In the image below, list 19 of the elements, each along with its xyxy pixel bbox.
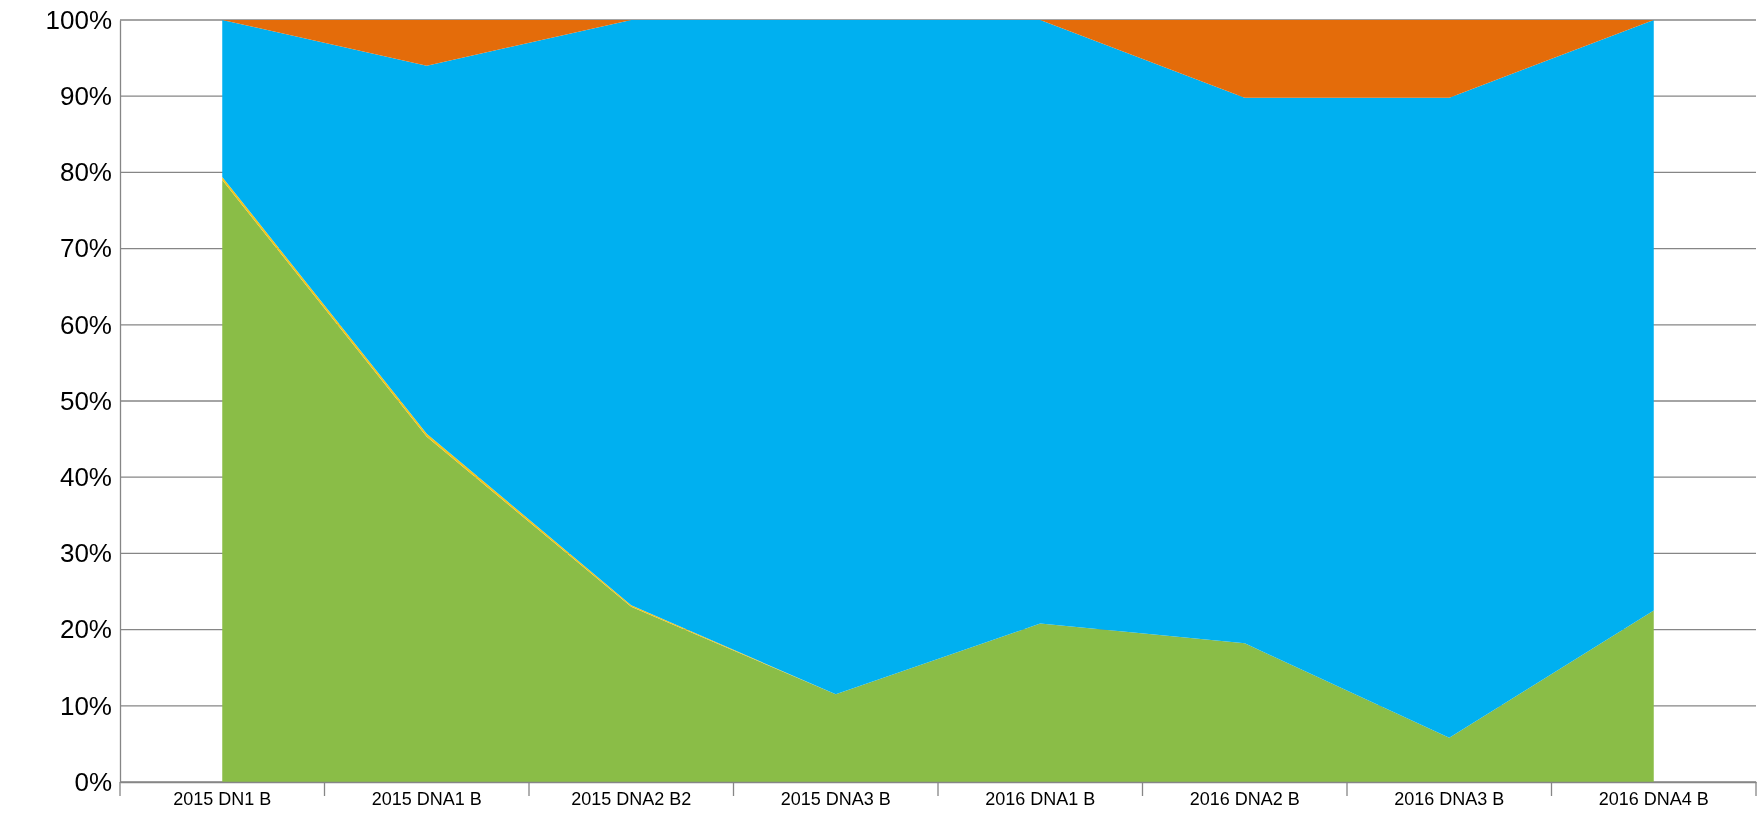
y-tick-label: 40% <box>59 462 112 493</box>
x-tick-label: 2015 DNA3 B <box>780 788 891 809</box>
y-tick-label: 30% <box>59 538 112 569</box>
y-tick-label: 70% <box>59 233 112 264</box>
y-tick-label: 10% <box>59 690 112 721</box>
x-tick-label: 2015 DNA1 B <box>371 788 482 809</box>
y-tick-label: 20% <box>59 614 112 645</box>
x-tick-label: 2016 DNA4 B <box>1598 788 1709 809</box>
x-tick-label: 2016 DNA1 B <box>985 788 1096 809</box>
x-tick-label: 2016 DNA2 B <box>1189 788 1300 809</box>
y-tick-label: 80% <box>59 157 112 188</box>
x-tick-label: 2015 DNA2 B2 <box>571 788 692 809</box>
y-tick-label: 0% <box>74 766 112 797</box>
x-tick-label: 2016 DNA3 B <box>1394 788 1505 809</box>
y-tick-label: 100% <box>45 4 112 35</box>
y-tick-label: 60% <box>59 309 112 340</box>
y-tick-label: 50% <box>59 385 112 416</box>
y-tick-label: 90% <box>59 81 112 112</box>
x-tick-label: 2015 DN1 B <box>173 788 272 809</box>
